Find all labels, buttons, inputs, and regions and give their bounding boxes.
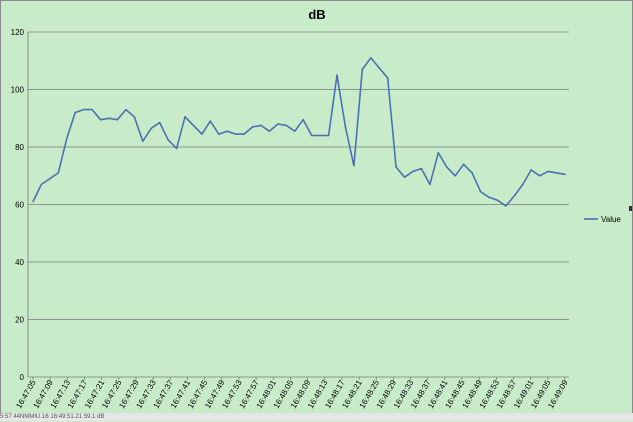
data-point bbox=[336, 74, 338, 76]
data-point bbox=[150, 127, 153, 130]
data-point bbox=[361, 68, 364, 71]
data-point bbox=[65, 137, 68, 140]
data-point bbox=[201, 133, 203, 135]
data-point bbox=[513, 195, 516, 197]
data-point bbox=[462, 163, 465, 166]
data-point bbox=[327, 134, 330, 137]
data-point bbox=[243, 133, 245, 135]
data-point bbox=[40, 183, 43, 186]
data-point bbox=[412, 170, 414, 173]
legend: Value bbox=[584, 215, 621, 224]
data-point bbox=[471, 172, 473, 174]
data-point bbox=[310, 134, 313, 137]
data-point bbox=[141, 140, 144, 143]
data-point bbox=[403, 176, 406, 178]
y-tick-label: 120 bbox=[11, 28, 25, 37]
data-point bbox=[488, 196, 490, 199]
data-point bbox=[277, 123, 279, 125]
data-point bbox=[344, 126, 347, 128]
data-point bbox=[479, 190, 482, 193]
chart-title: dB bbox=[308, 7, 325, 22]
y-tick-label: 80 bbox=[15, 143, 24, 152]
data-point bbox=[184, 116, 186, 118]
y-axis-ticks: 0 20 40 60 80 100 120 bbox=[11, 28, 25, 382]
data-point bbox=[454, 174, 457, 177]
data-point bbox=[395, 166, 397, 168]
data-point bbox=[319, 134, 321, 137]
series-value-line bbox=[32, 57, 566, 207]
data-point bbox=[538, 174, 541, 177]
data-point bbox=[116, 118, 119, 121]
data-point bbox=[505, 205, 507, 207]
data-point bbox=[429, 183, 431, 186]
y-tick-label: 100 bbox=[11, 86, 25, 95]
data-point bbox=[49, 177, 51, 180]
data-point bbox=[302, 118, 305, 121]
data-point bbox=[209, 120, 212, 122]
data-point bbox=[386, 77, 389, 79]
data-point bbox=[234, 133, 237, 135]
data-point bbox=[192, 124, 195, 127]
data-point bbox=[82, 108, 85, 111]
data-point bbox=[521, 183, 524, 186]
data-point bbox=[74, 111, 77, 114]
data-point bbox=[420, 167, 423, 170]
data-point bbox=[353, 164, 355, 167]
data-point bbox=[437, 151, 440, 154]
data-point bbox=[555, 172, 558, 174]
status-strip: 5:57 44NMMIU.16 16:49:51.21 59.1 dB bbox=[0, 413, 633, 421]
series-layer bbox=[32, 57, 566, 207]
data-point bbox=[530, 169, 533, 171]
y-tick-label: 20 bbox=[15, 316, 24, 325]
data-point bbox=[158, 121, 161, 124]
data-point bbox=[108, 117, 110, 120]
data-point bbox=[32, 200, 34, 203]
x-axis-ticks: 16:47:0516:47:0916:47:1316:47:1716:47:21… bbox=[14, 377, 570, 410]
data-point bbox=[175, 147, 178, 150]
data-point bbox=[293, 130, 296, 132]
data-point bbox=[226, 130, 229, 132]
data-point bbox=[445, 166, 448, 168]
data-point bbox=[285, 124, 288, 127]
data-point bbox=[99, 118, 102, 121]
data-point bbox=[133, 116, 136, 118]
data-point bbox=[547, 170, 549, 173]
data-point bbox=[217, 133, 220, 135]
data-point bbox=[268, 130, 271, 132]
data-point bbox=[378, 67, 381, 69]
data-point bbox=[91, 108, 93, 111]
gridlines bbox=[27, 31, 569, 378]
data-point bbox=[260, 124, 262, 127]
data-point bbox=[369, 57, 372, 59]
legend-label: Value bbox=[601, 215, 621, 224]
data-point bbox=[125, 108, 127, 111]
data-point bbox=[57, 172, 60, 174]
y-tick-label: 60 bbox=[15, 201, 24, 210]
data-point bbox=[167, 139, 169, 141]
data-point bbox=[564, 173, 566, 176]
y-tick-label: 0 bbox=[20, 373, 25, 382]
y-tick-label: 40 bbox=[15, 258, 24, 267]
resize-handle-right[interactable] bbox=[629, 206, 632, 211]
data-point bbox=[251, 126, 254, 128]
data-point bbox=[496, 199, 499, 201]
